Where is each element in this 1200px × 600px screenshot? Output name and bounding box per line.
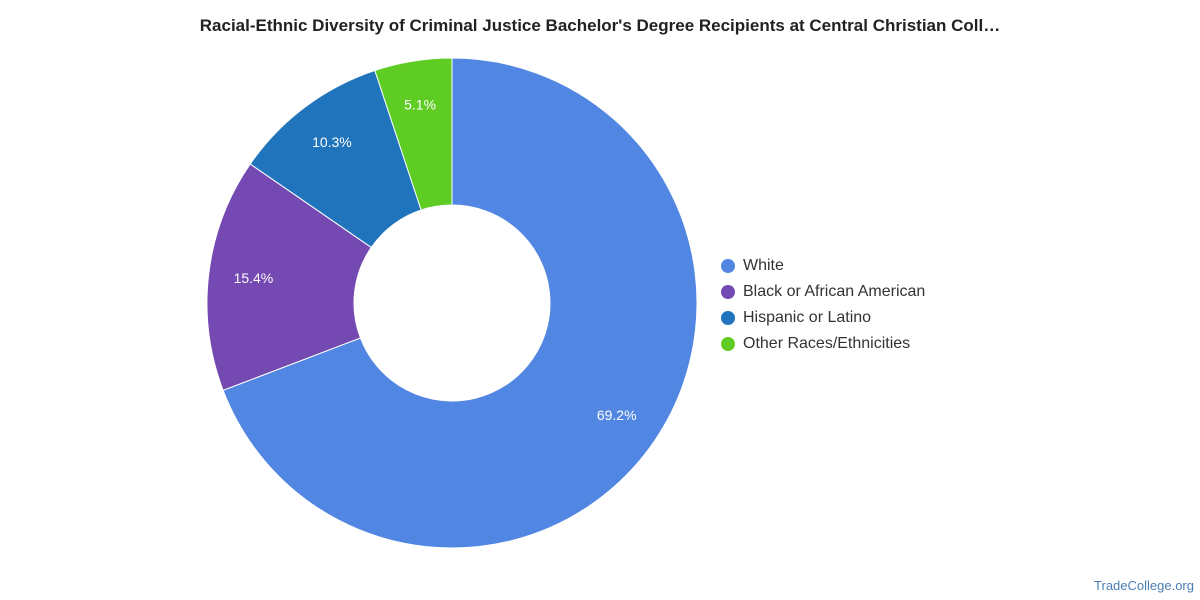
legend-swatch — [721, 285, 735, 299]
donut-slice-2[interactable] — [249, 69, 422, 249]
donut-slice-3[interactable] — [374, 57, 453, 211]
chart-legend: White Black or African American Hispanic o… — [721, 253, 925, 357]
legend-item[interactable]: Black or African American — [721, 279, 925, 305]
chart-title: Racial-Ethnic Diversity of Criminal Just… — [199, 16, 1001, 35]
slice-label-3: 5.1% — [404, 96, 436, 112]
legend-label: White — [743, 257, 784, 274]
legend-item[interactable]: Hispanic or Latino — [721, 305, 925, 331]
watermark-link[interactable]: TradeCollege.org — [1094, 578, 1194, 593]
slice-label-0: 69.2% — [597, 407, 637, 423]
legend-item[interactable]: Other Races/Ethnicities — [721, 331, 925, 357]
slice-label-1: 15.4% — [234, 270, 274, 286]
legend-swatch — [721, 337, 735, 351]
legend-label: Black or African American — [743, 283, 926, 300]
legend-item[interactable]: White — [721, 253, 925, 279]
legend-swatch — [721, 259, 735, 273]
legend-label: Other Races/Ethnicities — [743, 335, 911, 352]
donut-slice-1[interactable] — [206, 163, 372, 391]
slice-label-2: 10.3% — [312, 134, 352, 150]
donut-slice-0[interactable] — [222, 57, 698, 549]
legend-swatch — [721, 311, 735, 325]
legend-label: Hispanic or Latino — [743, 309, 872, 326]
